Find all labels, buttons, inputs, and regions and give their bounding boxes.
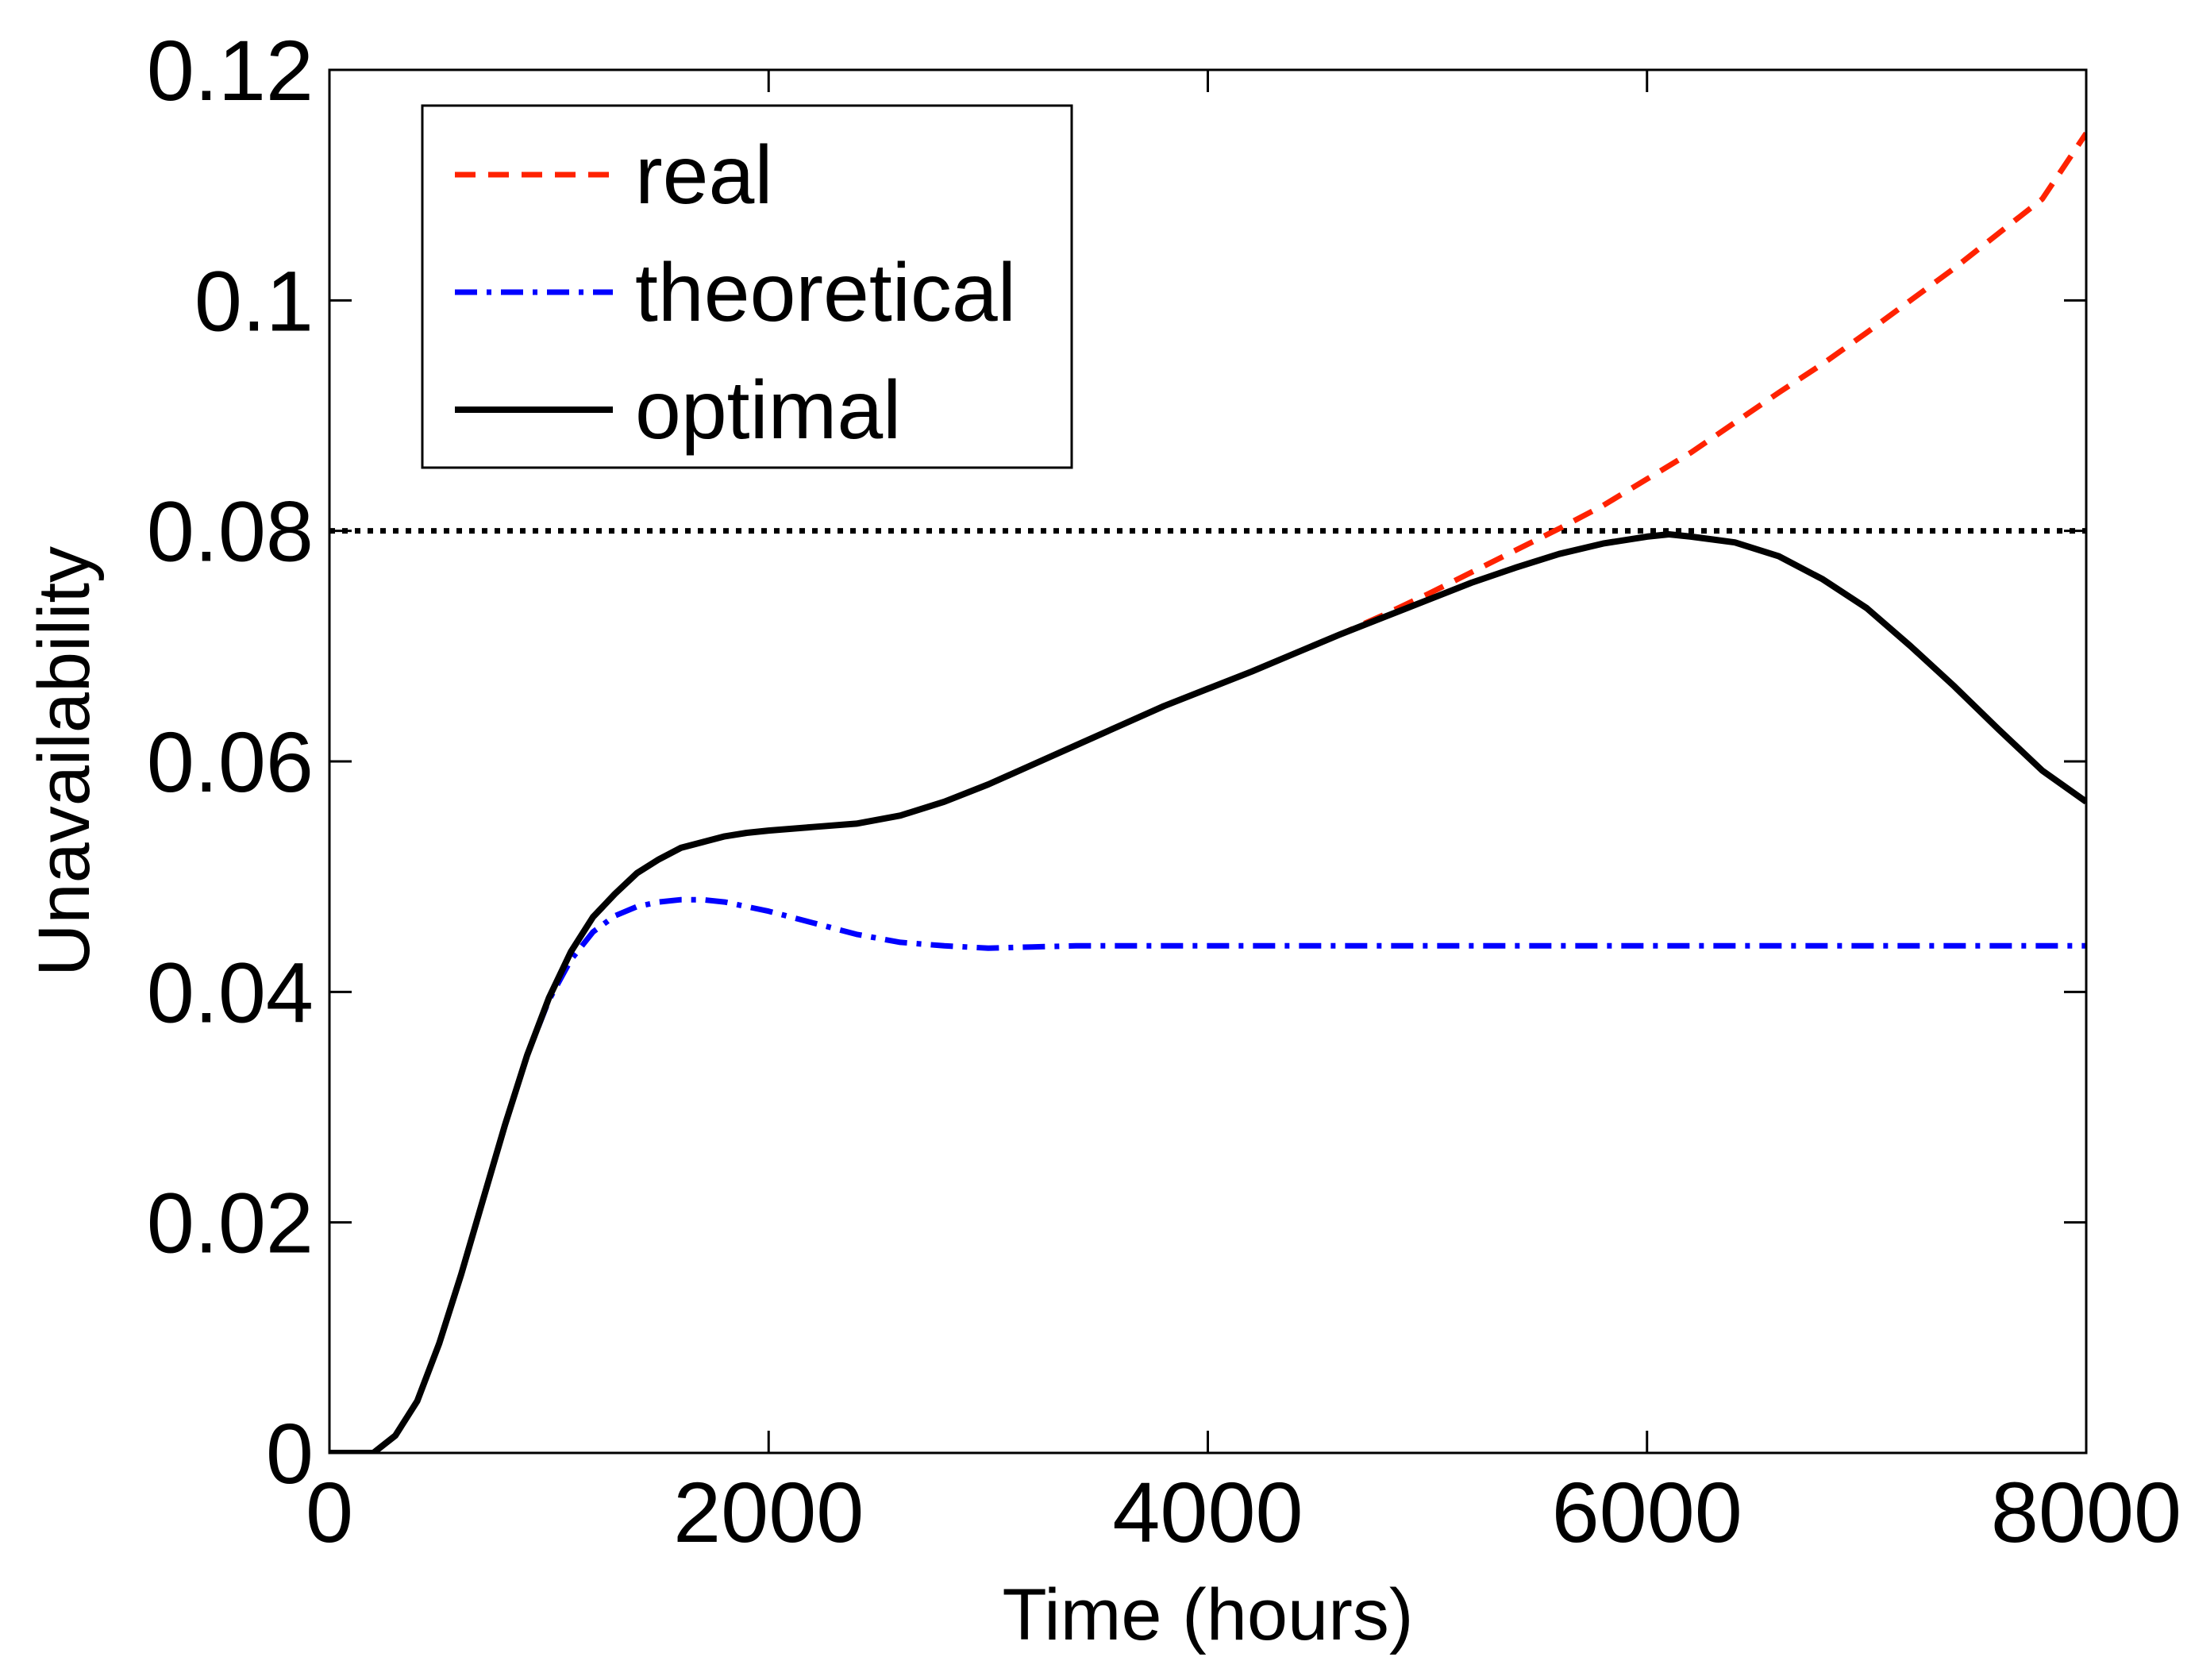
legend-label-theoretical: theoretical xyxy=(635,247,1016,339)
y-axis-label: Unavailability xyxy=(24,546,105,977)
x-axis-label: Time (hours) xyxy=(1003,1574,1414,1655)
y-tick-label: 0 xyxy=(266,1405,314,1501)
legend-label-optimal: optimal xyxy=(635,364,901,457)
series-line-optimal xyxy=(329,531,2086,1453)
y-tick-label: 0.08 xyxy=(147,484,314,580)
legend-label-real: real xyxy=(635,129,772,222)
series-line-real xyxy=(329,131,2086,1453)
y-tick-label: 0.02 xyxy=(147,1175,314,1271)
y-tick-label: 0.06 xyxy=(147,714,314,810)
x-tick-label: 6000 xyxy=(1552,1464,1742,1560)
y-tick-label: 0.04 xyxy=(147,944,314,1040)
x-tick-label: 2000 xyxy=(673,1464,864,1560)
x-tick-label: 8000 xyxy=(1991,1464,2181,1560)
x-tick-label: 4000 xyxy=(1112,1464,1303,1560)
y-tick-label: 0.1 xyxy=(194,252,314,349)
axes: 0 0.02 0.04 0.06 0.08 0.1 0.12 0 2000 4000 6000 800… xyxy=(147,22,2181,1560)
y-tick-label: 0.12 xyxy=(147,22,314,118)
legend: real theoretical optimal xyxy=(421,104,1073,469)
series-line-theoretical xyxy=(329,896,2086,1453)
plot-area xyxy=(329,131,2086,1453)
x-tick-label: 0 xyxy=(306,1464,353,1560)
